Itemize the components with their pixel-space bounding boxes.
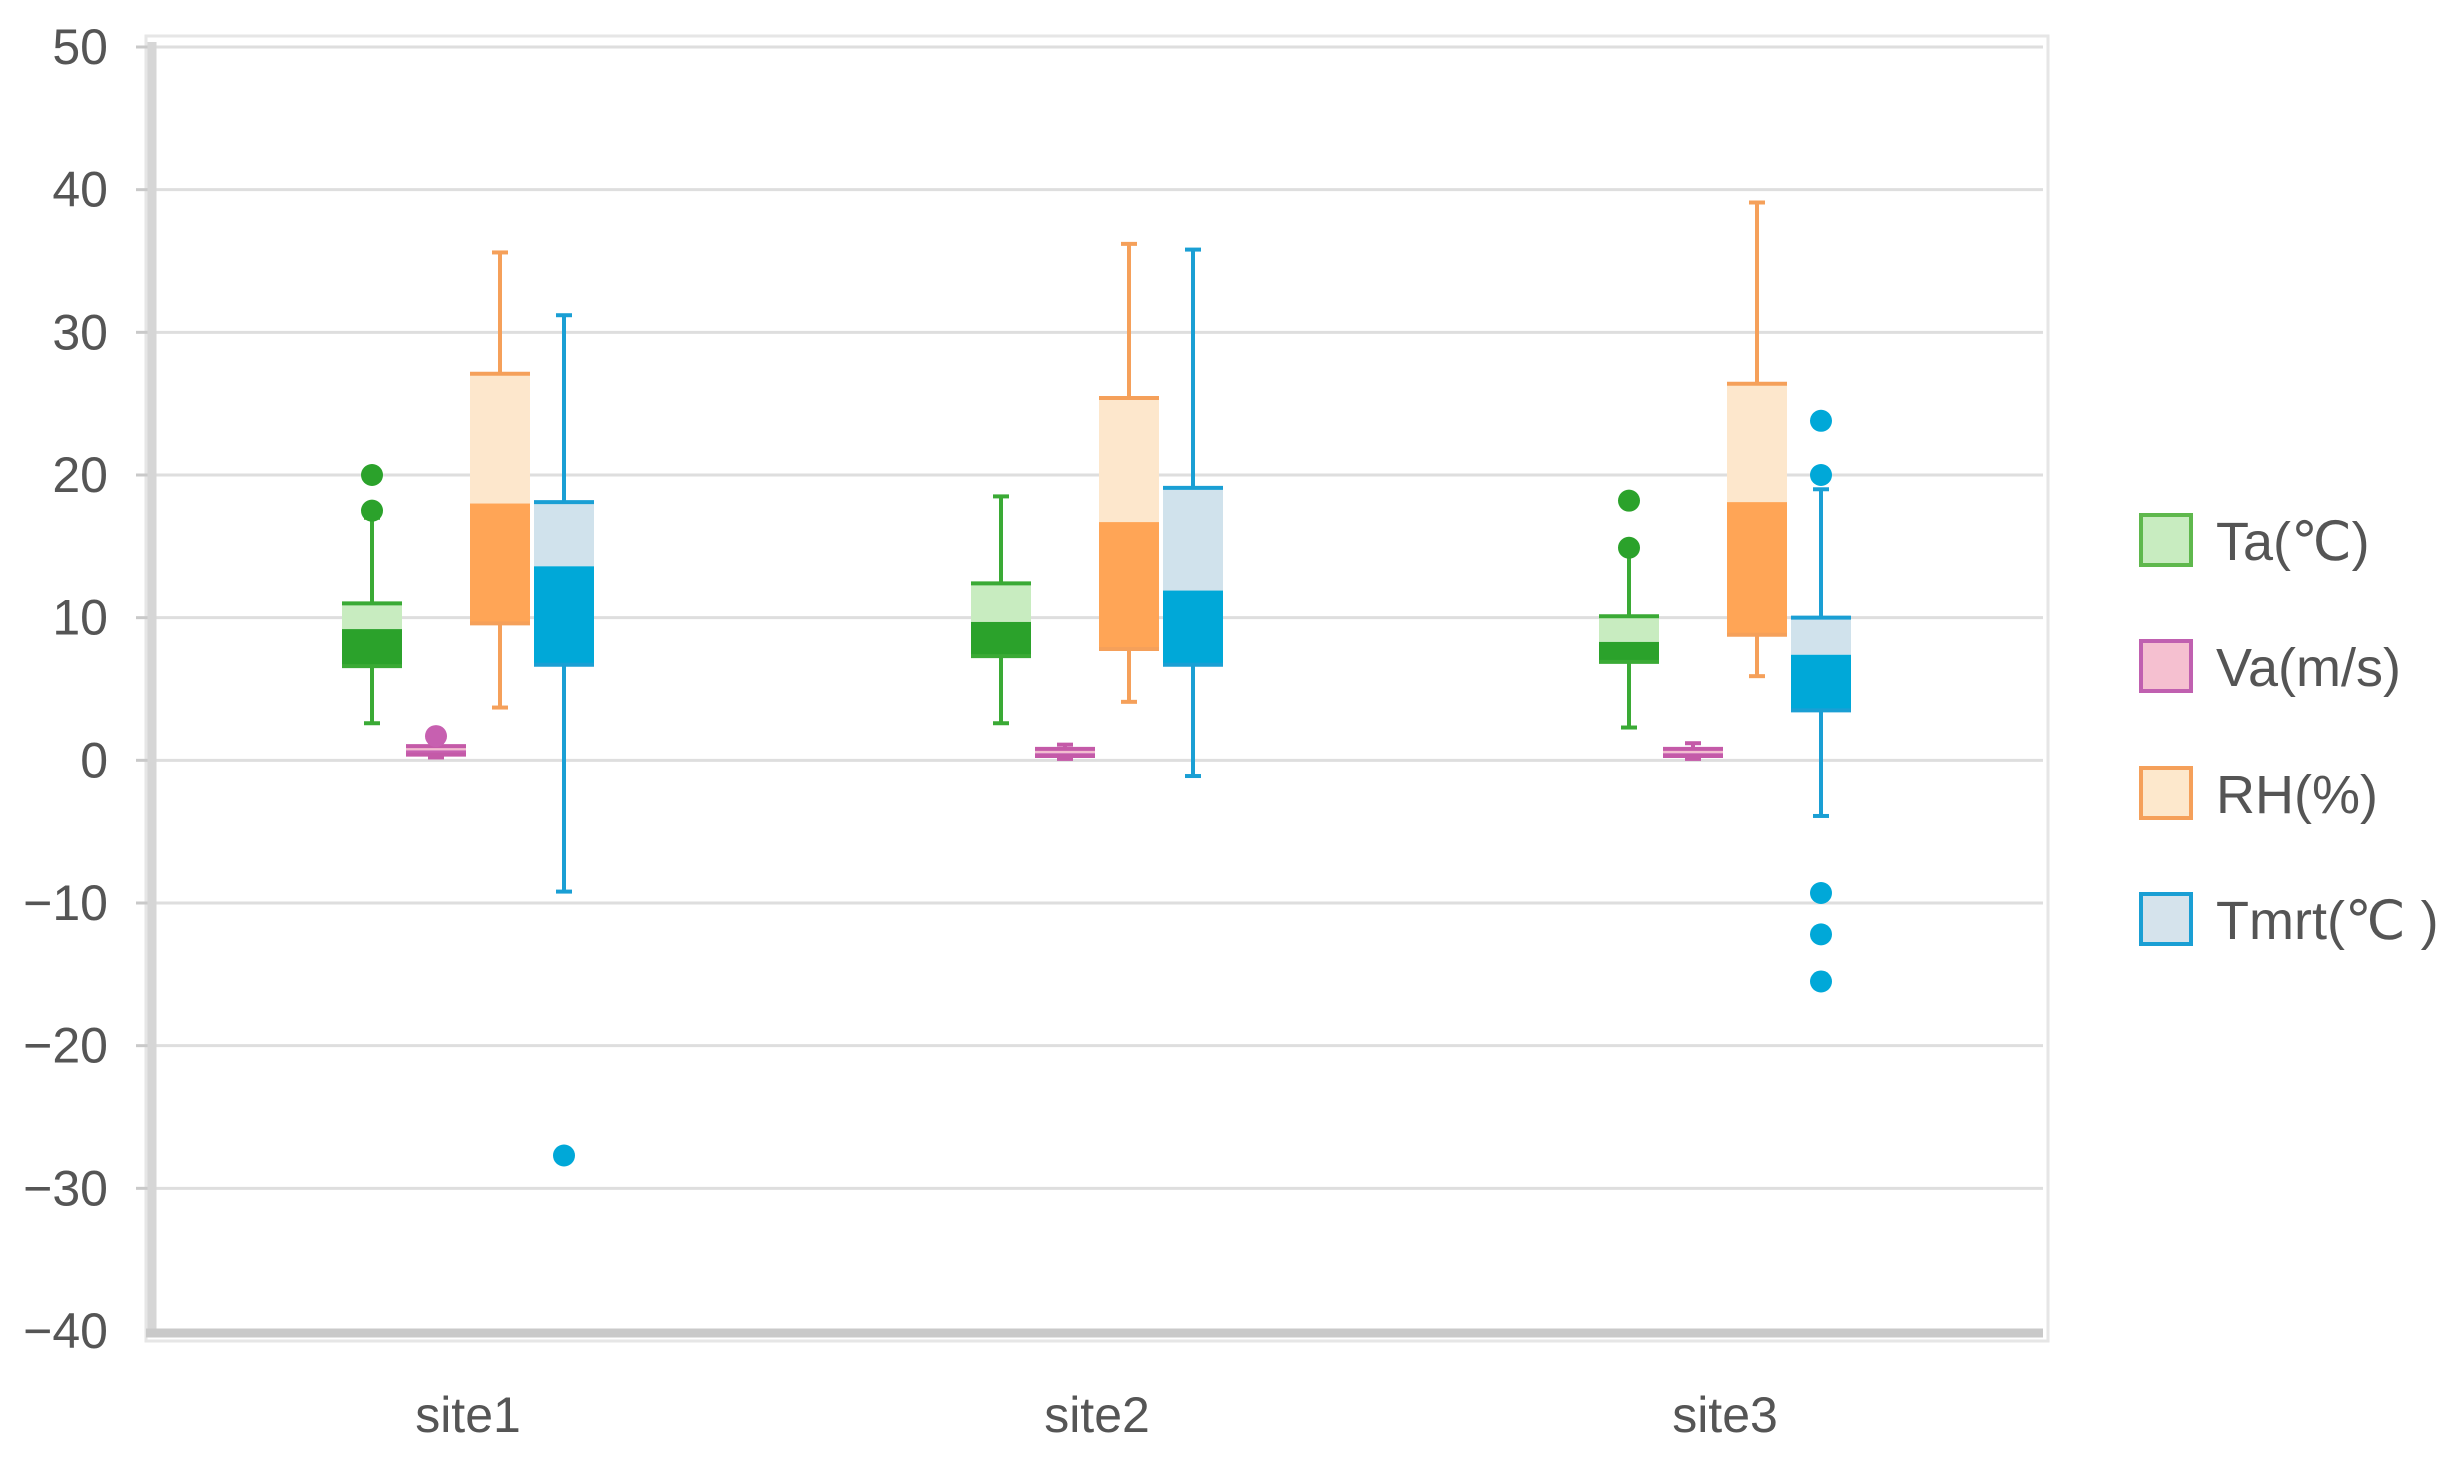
- legend-swatch: [2139, 766, 2193, 820]
- box-Va(m/s)-site1: [406, 725, 466, 760]
- box-upper-half: [534, 502, 594, 567]
- outlier-point: [553, 1144, 575, 1167]
- legend-label: Ta(℃): [2216, 512, 2370, 572]
- box-lower-half: [1791, 654, 1851, 711]
- legend-item: Ta(℃): [2139, 512, 2370, 572]
- outlier-point: [1618, 536, 1640, 559]
- box-lower-half: [342, 629, 402, 667]
- y-tick-label: −20: [23, 1018, 108, 1074]
- box-upper-half: [1035, 748, 1095, 754]
- box-lower-half: [971, 621, 1031, 657]
- box-lower-half: [1599, 641, 1659, 662]
- box-RH(%)-site2: [1099, 241, 1159, 704]
- y-tick-label: 10: [52, 590, 108, 646]
- box-lower-half: [1099, 522, 1159, 650]
- legend-item: RH(%): [2139, 765, 2378, 825]
- box-lower-half: [406, 750, 466, 755]
- box-upper-half: [406, 746, 466, 751]
- box-upper-half: [1163, 487, 1223, 591]
- box-upper-half: [1727, 383, 1787, 503]
- box-RH(%)-site1: [470, 250, 530, 710]
- outlier-point: [425, 725, 447, 748]
- plot-frame: [144, 34, 2050, 1343]
- box-Va(m/s)-site2: [1035, 742, 1095, 761]
- y-tick-label: −10: [23, 875, 108, 931]
- y-tick-label: 0: [80, 732, 108, 788]
- box-upper-half: [971, 583, 1031, 622]
- box-upper-half: [1791, 617, 1851, 655]
- legend: Ta(℃) Va(m/s) RH(%) Tmrt(℃ ): [2139, 512, 2439, 951]
- box-Ta(℃)-site3: [1599, 489, 1659, 730]
- legend-label: Tmrt(℃ ): [2216, 891, 2439, 951]
- box-Ta(℃)-site2: [971, 494, 1031, 726]
- outlier-point: [1810, 923, 1832, 946]
- outlier-point: [1810, 409, 1832, 432]
- legend-swatch: [2139, 513, 2193, 567]
- outlier-point: [1618, 489, 1640, 512]
- box-lower-half: [1727, 502, 1787, 635]
- outlier-point: [361, 499, 383, 522]
- outlier-point: [361, 464, 383, 486]
- box-RH(%)-site3: [1727, 200, 1787, 679]
- box-Va(m/s)-site3: [1663, 741, 1723, 761]
- gridlines: [136, 45, 2043, 1190]
- box-Ta(℃)-site1: [342, 464, 402, 726]
- legend-item: Va(m/s): [2139, 638, 2401, 698]
- legend-swatch: [2139, 892, 2193, 946]
- box-lower-half: [1163, 590, 1223, 665]
- y-axis-ticks: −40 −30 −20 −10 0 10 20 30 40 50: [23, 19, 108, 1359]
- y-tick-label: −30: [23, 1160, 108, 1216]
- box-series: [342, 200, 1851, 1167]
- x-tick-label: site3: [1672, 1387, 1778, 1443]
- y-tick-label: −40: [23, 1303, 108, 1359]
- legend-swatch: [2139, 639, 2193, 693]
- legend-label: RH(%): [2216, 765, 2378, 825]
- box-Tmrt(℃ )-site2: [1163, 247, 1223, 779]
- box-upper-half: [1599, 616, 1659, 642]
- box-upper-half: [342, 603, 402, 630]
- y-tick-label: 50: [52, 19, 108, 75]
- legend-label: Va(m/s): [2216, 638, 2401, 698]
- y-tick-label: 30: [52, 304, 108, 360]
- outlier-point: [1810, 464, 1832, 486]
- y-tick-label: 20: [52, 447, 108, 503]
- box-upper-half: [470, 373, 530, 504]
- y-tick-label: 40: [52, 162, 108, 218]
- box-upper-half: [1663, 748, 1723, 754]
- box-upper-half: [1099, 397, 1159, 523]
- outlier-point: [1810, 970, 1832, 993]
- outlier-point: [1810, 882, 1832, 905]
- box-Tmrt(℃ )-site1: [534, 313, 594, 1167]
- x-tick-label: site2: [1044, 1387, 1150, 1443]
- x-tick-label: site1: [415, 1387, 521, 1443]
- box-lower-half: [470, 503, 530, 624]
- box-lower-half: [534, 566, 594, 665]
- x-axis-ticks: site1 site2 site3: [415, 1387, 1778, 1443]
- legend-item: Tmrt(℃ ): [2139, 891, 2439, 951]
- box-Tmrt(℃ )-site3: [1791, 409, 1851, 993]
